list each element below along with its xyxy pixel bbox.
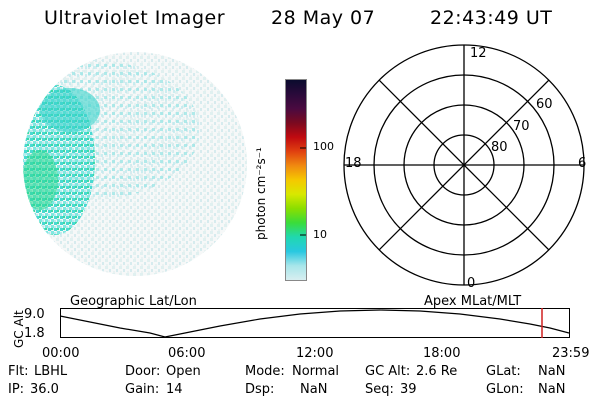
filter-label: Flt:	[8, 364, 29, 379]
timeline-left-title: Geographic Lat/Lon	[70, 294, 197, 309]
timeline-xtick-4: 23:59	[552, 346, 590, 361]
ip-label: IP:	[8, 382, 25, 397]
mlat-label-60: 60	[536, 97, 553, 112]
door-label: Door:	[125, 364, 161, 379]
colorbar-tick-100: 100	[313, 140, 334, 153]
mlt-label-0: 0	[467, 276, 476, 291]
timeline-ytick-min: 1.8	[24, 326, 45, 341]
timeline-xtick-2: 12:00	[296, 346, 334, 361]
gc-altitude-label: GC Alt:	[365, 364, 411, 379]
sequence-value: 39	[400, 382, 417, 397]
glon-label: GLon:	[486, 382, 524, 397]
mlat-label-80: 80	[491, 140, 508, 155]
filter-value: LBHL	[34, 364, 68, 379]
mlt-label-12: 12	[470, 46, 487, 61]
sequence-label: Seq:	[365, 382, 394, 397]
mlt-label-18: 18	[345, 156, 362, 171]
glon-value: NaN	[538, 382, 566, 397]
dsp-label: Dsp:	[245, 382, 275, 397]
colorbar	[285, 79, 307, 281]
door-value: Open	[166, 364, 201, 379]
glat-label: GLat:	[486, 364, 521, 379]
timeline-ytick-max: 9.0	[24, 307, 45, 322]
gain-label: Gain:	[125, 382, 160, 397]
uv-earth-image	[23, 52, 247, 276]
colorbar-tick-10: 10	[313, 228, 327, 241]
observation-date: 28 May 07	[271, 7, 376, 29]
polar-plot	[343, 44, 585, 286]
gain-value: 14	[166, 382, 183, 397]
imager-title: Ultraviolet Imager	[44, 7, 226, 29]
mlt-label-6: 6	[578, 156, 587, 171]
timeline-right-title: Apex MLat/MLT	[424, 294, 522, 309]
mlat-label-70: 70	[513, 119, 530, 134]
altitude-timeline	[60, 308, 570, 338]
colorbar-unit-label: photon cm⁻²s⁻¹	[254, 147, 268, 240]
timeline-xtick-3: 18:00	[423, 346, 461, 361]
ip-value: 36.0	[30, 382, 59, 397]
observation-time: 22:43:49 UT	[430, 7, 553, 29]
mode-value: Normal	[292, 364, 340, 379]
mode-label: Mode:	[245, 364, 285, 379]
colorbar-ticks	[300, 147, 306, 236]
dsp-value: NaN	[300, 382, 328, 397]
timeline-xtick-1: 06:00	[168, 346, 206, 361]
glat-value: NaN	[538, 364, 566, 379]
timeline-xtick-0: 00:00	[42, 346, 80, 361]
gc-altitude-value: 2.6 Re	[416, 364, 458, 379]
